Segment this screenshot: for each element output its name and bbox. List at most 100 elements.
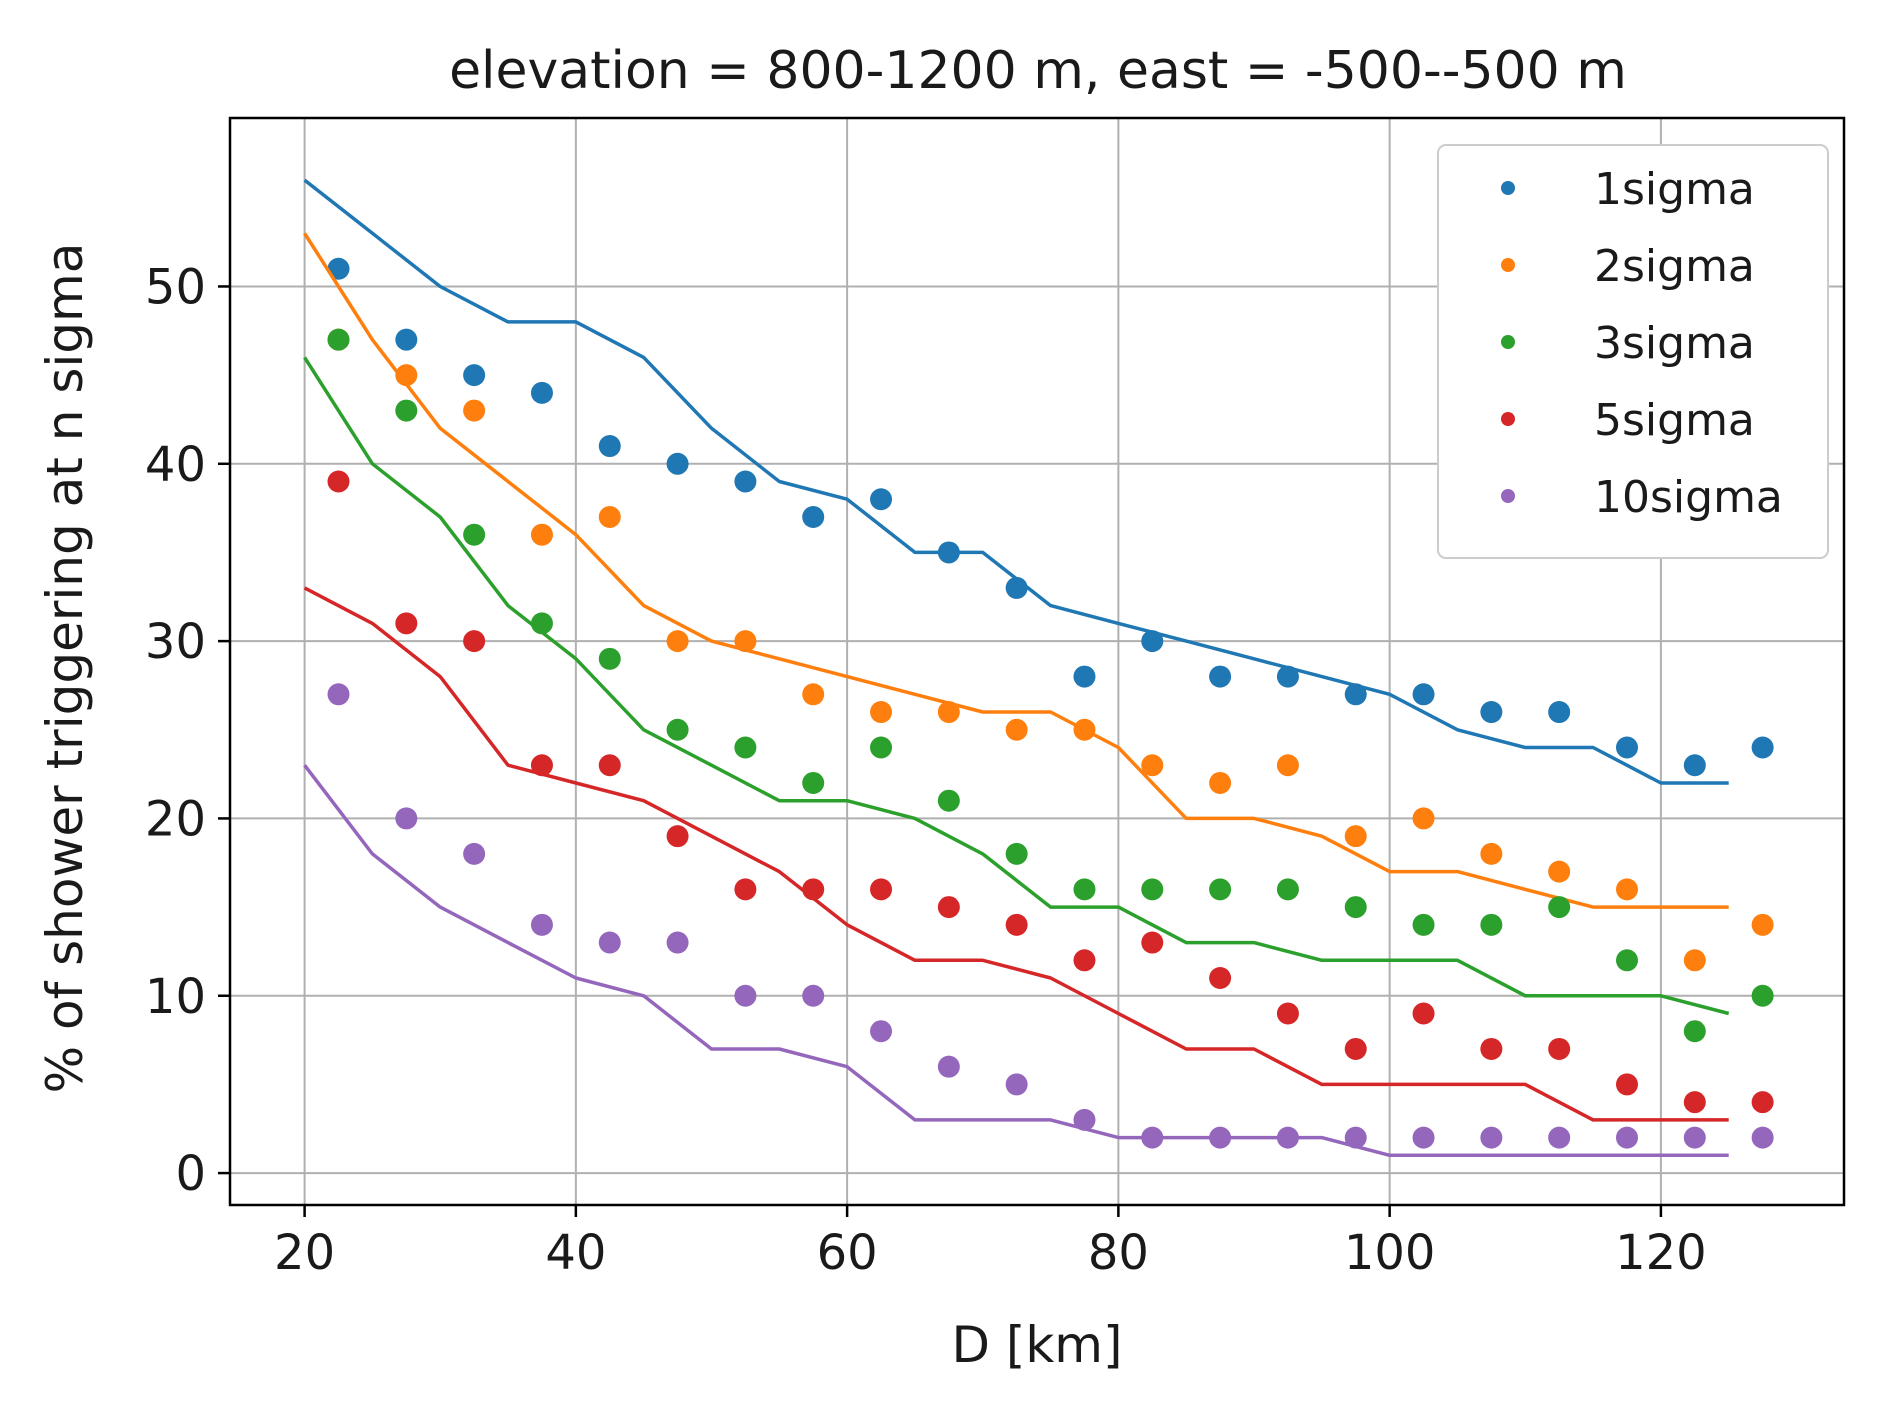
10sigma-point [395, 807, 418, 830]
10sigma-point [1683, 1126, 1706, 1149]
2sigma-point [870, 701, 893, 724]
10sigma-point [1005, 1073, 1028, 1096]
1sigma-point [530, 381, 553, 404]
2sigma-point [1005, 718, 1028, 741]
5sigma-point [1344, 1037, 1367, 1060]
series-3sigma [303, 328, 1774, 1043]
y-tick-label: 20 [145, 791, 206, 847]
1sigma-point [937, 541, 960, 564]
10sigma-point [598, 931, 621, 954]
5sigma-point [937, 896, 960, 919]
10sigma-point [1751, 1126, 1774, 1149]
3sigma-point [802, 771, 825, 794]
3sigma-point [1412, 913, 1435, 936]
x-tick-label: 100 [1344, 1225, 1436, 1281]
legend: 1sigma 2sigma 3sigma 5sigma 10sigma [1437, 144, 1829, 559]
1sigma-point [395, 328, 418, 351]
legend-marker [1501, 258, 1515, 272]
3sigma-point [1751, 984, 1774, 1007]
10sigma-point [1209, 1126, 1232, 1149]
legend-label: 5sigma [1594, 395, 1755, 446]
1sigma-point [802, 505, 825, 528]
5sigma-point [1683, 1091, 1706, 1114]
5sigma-point [734, 878, 757, 901]
10sigma-point [1141, 1126, 1164, 1149]
1sigma-point [1073, 665, 1096, 688]
1sigma-point [1209, 665, 1232, 688]
2sigma-point [802, 683, 825, 706]
10sigma-point [734, 984, 757, 1007]
axis-ticks: 20 40 60 80 100 120 0 10 20 30 40 50 [145, 259, 1707, 1281]
5sigma-point [598, 754, 621, 777]
1sigma-point [666, 452, 689, 475]
2sigma-point [530, 523, 553, 546]
5sigma-point [1615, 1073, 1638, 1096]
1sigma-point [1548, 701, 1571, 724]
5sigma-point [1005, 913, 1028, 936]
10sigma-line [303, 764, 1729, 1158]
10sigma-point [1548, 1126, 1571, 1149]
5sigma-point [327, 470, 350, 493]
5sigma-point [666, 825, 689, 848]
3sigma-point [463, 523, 486, 546]
2sigma-point [1141, 754, 1164, 777]
series-5sigma [303, 470, 1774, 1122]
series-2sigma [303, 232, 1774, 972]
3sigma-point [1073, 878, 1096, 901]
5sigma-point [463, 630, 486, 653]
legend-marker [1501, 489, 1515, 503]
3sigma-point [1480, 913, 1503, 936]
2sigma-point [734, 630, 757, 653]
legend-item: 5sigma [1501, 395, 1755, 446]
y-axis-label: % of shower triggering at n sigma [36, 243, 94, 1094]
legend-marker [1501, 412, 1515, 426]
legend-label: 10sigma [1594, 472, 1783, 523]
10sigma-point [1344, 1126, 1367, 1149]
series-1sigma [303, 178, 1774, 785]
2sigma-point [1412, 807, 1435, 830]
5sigma-point [1073, 949, 1096, 972]
y-tick-label: 40 [145, 437, 206, 493]
3sigma-point [1683, 1020, 1706, 1043]
legend-item: 10sigma [1501, 472, 1783, 523]
10sigma-point [463, 842, 486, 865]
legend-label: 2sigma [1594, 241, 1755, 292]
2sigma-point [463, 399, 486, 422]
1sigma-point [1615, 736, 1638, 759]
3sigma-point [395, 399, 418, 422]
series-layer [303, 178, 1774, 1158]
3sigma-point [1276, 878, 1299, 901]
2sigma-point [1344, 825, 1367, 848]
x-tick-label: 40 [545, 1225, 606, 1281]
1sigma-point [1751, 736, 1774, 759]
chart-title: elevation = 800-1200 m, east = -500--500… [449, 41, 1627, 101]
legend-marker [1501, 181, 1515, 195]
2sigma-point [1548, 860, 1571, 883]
y-tick-label: 30 [145, 614, 206, 670]
2sigma-point [598, 505, 621, 528]
5sigma-point [870, 878, 893, 901]
5sigma-point [1141, 931, 1164, 954]
3sigma-point [1141, 878, 1164, 901]
3sigma-point [327, 328, 350, 351]
2sigma-point [1209, 771, 1232, 794]
1sigma-point [734, 470, 757, 493]
legend-label: 1sigma [1594, 164, 1755, 215]
legend-item: 1sigma [1501, 164, 1755, 215]
10sigma-point [1276, 1126, 1299, 1149]
legend-frame [1437, 144, 1829, 559]
3sigma-point [530, 612, 553, 635]
1sigma-point [463, 364, 486, 387]
legend-item: 3sigma [1501, 318, 1755, 369]
2sigma-point [666, 630, 689, 653]
5sigma-point [1412, 1002, 1435, 1025]
10sigma-point [937, 1055, 960, 1078]
3sigma-point [1209, 878, 1232, 901]
10sigma-point [530, 913, 553, 936]
10sigma-point [1480, 1126, 1503, 1149]
2sigma-point [1683, 949, 1706, 972]
plot-frame [228, 116, 1846, 1207]
x-tick-label: 60 [817, 1225, 878, 1281]
2sigma-point [1480, 842, 1503, 865]
